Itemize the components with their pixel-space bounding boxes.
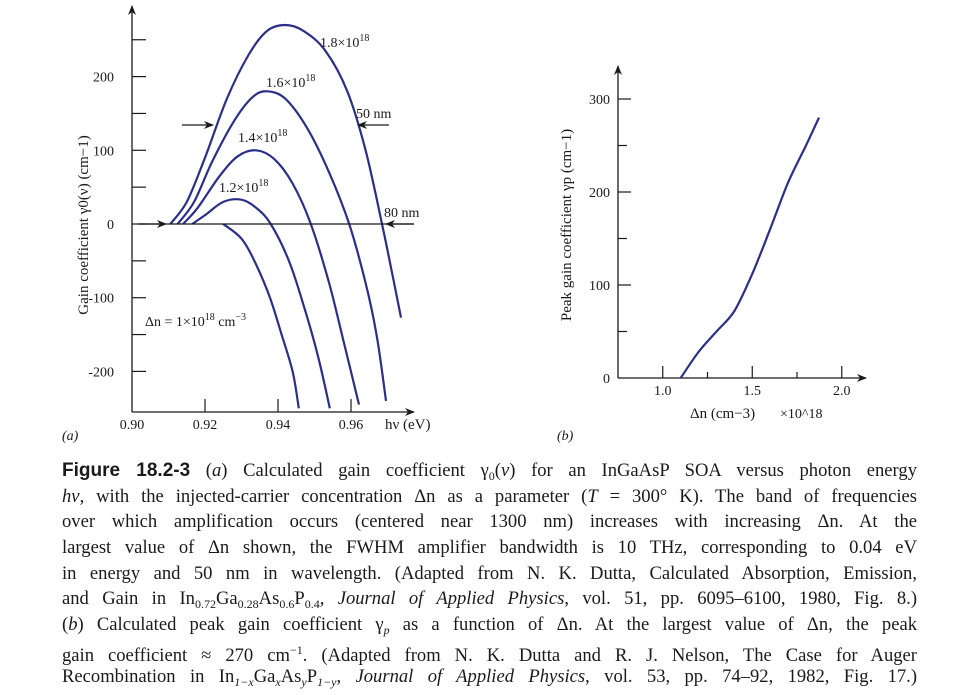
caption-text: = 300° K). The band of frequencies bbox=[597, 485, 917, 507]
x-tick-label: 0.92 bbox=[193, 418, 218, 433]
caption-text: Journal of Applied Physics bbox=[337, 588, 565, 610]
caption-text: x bbox=[275, 674, 281, 689]
annotation-50nm: 50 nm bbox=[356, 107, 392, 122]
y-tick-label: 0 bbox=[107, 218, 114, 233]
figure-caption: Figure 18.2-3 (a) Calculated gain coeffi… bbox=[62, 458, 917, 689]
gain-curve-0 bbox=[222, 223, 300, 409]
caption-line: Figure 18.2-3 (a) Calculated gain coeffi… bbox=[62, 458, 917, 484]
figure-charts: 200 100 0 -100 -200 0.90 0.92 0.94 0.96 Gain coe… bbox=[62, 5, 867, 444]
caption-line: and Gain in In0.72Ga0.28As0.6P0.4, Journ… bbox=[62, 586, 917, 612]
chart-b-ylabel: Peak gain coefficient γp (cm−1) bbox=[559, 129, 575, 321]
chart-a-panel-label: (a) bbox=[62, 429, 79, 444]
chart-b-xlabel: Δn (cm−3) bbox=[690, 406, 755, 422]
curve-label-1-8: 1.8×1018 bbox=[320, 33, 369, 51]
chart-a-ylabel: Gain coefficient γ0(ν) (cm−1) bbox=[76, 135, 92, 314]
caption-line: in energy and 50 nm in wavelength. (Adap… bbox=[62, 561, 917, 587]
caption-line: Recombination in In1−xGaxAsyP1−y, Journa… bbox=[62, 664, 917, 690]
annotation-80nm: 80 nm bbox=[384, 206, 420, 221]
gain-curve-1 bbox=[191, 198, 331, 409]
caption-text: T bbox=[587, 485, 598, 507]
x-tick-label: 0.90 bbox=[120, 418, 145, 433]
caption-line: largest value of Δn shown, the FWHM ampl… bbox=[62, 535, 917, 561]
caption-text: b bbox=[68, 614, 78, 636]
caption-text: and Gain in In bbox=[62, 588, 195, 610]
x-tick-label: 1.5 bbox=[744, 384, 762, 399]
y-tick-label: 0 bbox=[603, 372, 610, 387]
caption-text: ) Calculated gain coefficient γ bbox=[221, 460, 489, 481]
caption-text: 0.4 bbox=[304, 597, 320, 612]
x-tick-label: 0.96 bbox=[339, 418, 364, 433]
gain-curve-3 bbox=[176, 90, 388, 402]
caption-text: , vol. 53, pp. 74–92, 1982, Fig. 17.) bbox=[585, 665, 918, 687]
y-tick-label: 100 bbox=[589, 279, 610, 294]
gain-curve-2 bbox=[182, 149, 361, 405]
caption-text: As bbox=[258, 588, 280, 610]
caption-text: . (Adapted from N. K. Dutta and R. J. Ne… bbox=[302, 644, 917, 666]
chart-a-gain-vs-energy: 200 100 0 -100 -200 0.90 0.92 0.94 0.96 Gain coe… bbox=[62, 5, 431, 444]
x-tick-label: 0.94 bbox=[266, 418, 291, 433]
figure-number: Figure 18.2-3 bbox=[62, 460, 191, 481]
peak-gain-curve bbox=[679, 117, 820, 379]
caption-text: ) Calculated peak gain coefficient γ bbox=[77, 614, 384, 636]
caption-text: , bbox=[319, 588, 338, 610]
x-tick-label: 1.0 bbox=[654, 384, 672, 399]
caption-text: Journal of Applied Physics bbox=[355, 665, 586, 687]
caption-text: , with the injected-carrier concentratio… bbox=[79, 485, 588, 507]
caption-text: Recombination in In bbox=[62, 665, 235, 687]
caption-line: (b) Calculated peak gain coefficient γp … bbox=[62, 612, 917, 638]
chart-a-xlabel: hν (eV) bbox=[385, 417, 431, 433]
caption-text: Ga bbox=[253, 665, 276, 687]
caption-text: largest value of Δn shown, the FWHM ampl… bbox=[62, 537, 917, 559]
caption-text: a bbox=[211, 460, 222, 481]
curve-label-1-4: 1.4×1018 bbox=[238, 128, 287, 146]
caption-text: −1 bbox=[289, 642, 303, 657]
caption-text: hν bbox=[62, 485, 80, 507]
caption-text: p bbox=[383, 623, 390, 638]
chart-a-curves bbox=[169, 23, 403, 409]
chart-b-peak-gain: 300 200 100 0 1.0 1.5 2.0 Peak gain coefficien… bbox=[557, 65, 867, 444]
y-tick-label: 100 bbox=[93, 144, 114, 159]
caption-text: Ga bbox=[215, 588, 238, 610]
y-tick-label: -100 bbox=[88, 292, 114, 307]
x-tick-label: 2.0 bbox=[833, 384, 851, 399]
chart-b-axes: 300 200 100 0 1.0 1.5 2.0 bbox=[589, 65, 867, 399]
chart-b-x-multiplier: ×10^18 bbox=[780, 407, 822, 422]
y-tick-label: -200 bbox=[88, 365, 114, 380]
caption-text: 1−y bbox=[317, 674, 337, 689]
caption-text: 0 bbox=[488, 469, 495, 483]
caption-text: 0.28 bbox=[237, 597, 259, 612]
caption-text: ( bbox=[494, 460, 501, 481]
caption-line: gain coefficient ≈ 270 cm−1. (Adapted fr… bbox=[62, 638, 917, 666]
caption-text: ν bbox=[501, 460, 510, 481]
y-tick-label: 200 bbox=[589, 186, 610, 201]
caption-text: 0.72 bbox=[194, 597, 216, 612]
chart-b-panel-label: (b) bbox=[557, 429, 574, 444]
caption-text: as a function of Δn. At the largest valu… bbox=[389, 614, 917, 636]
caption-text: , vol. 51, pp. 6095–6100, 1980, Fig. 8.) bbox=[564, 588, 918, 610]
caption-text: over which amplification occurs (centere… bbox=[62, 511, 917, 533]
caption-text: ) for an InGaAsP SOA versus photon energ… bbox=[509, 460, 918, 481]
caption-text: , bbox=[336, 665, 356, 687]
caption-text: ( bbox=[190, 460, 212, 481]
caption-line: hν, with the injected-carrier concentrat… bbox=[62, 484, 917, 510]
caption-text: in energy and 50 nm in wavelength. (Adap… bbox=[62, 562, 917, 584]
caption-text: 0.6 bbox=[279, 597, 295, 612]
curve-label-1-6: 1.6×1018 bbox=[266, 73, 315, 91]
caption-text: P bbox=[306, 665, 318, 687]
caption-line: over which amplification occurs (centere… bbox=[62, 509, 917, 535]
curve-label-1-0: Δn = 1×1018 cm−3 bbox=[145, 312, 246, 330]
curve-label-1-2: 1.2×1018 bbox=[219, 178, 268, 196]
chart-b-curves bbox=[679, 117, 820, 379]
caption-text: P bbox=[294, 588, 305, 610]
y-tick-label: 300 bbox=[589, 93, 610, 108]
caption-text: gain coefficient ≈ 270 cm bbox=[62, 644, 290, 666]
y-tick-label: 200 bbox=[93, 71, 114, 86]
caption-text: ( bbox=[62, 614, 69, 636]
caption-text: 1−x bbox=[234, 674, 254, 689]
caption-text: y bbox=[301, 674, 307, 689]
caption-text: As bbox=[280, 665, 302, 687]
gain-curve-4 bbox=[169, 23, 403, 318]
chart-a-axes: 200 100 0 -100 -200 0.90 0.92 0.94 0.96 bbox=[88, 5, 415, 433]
